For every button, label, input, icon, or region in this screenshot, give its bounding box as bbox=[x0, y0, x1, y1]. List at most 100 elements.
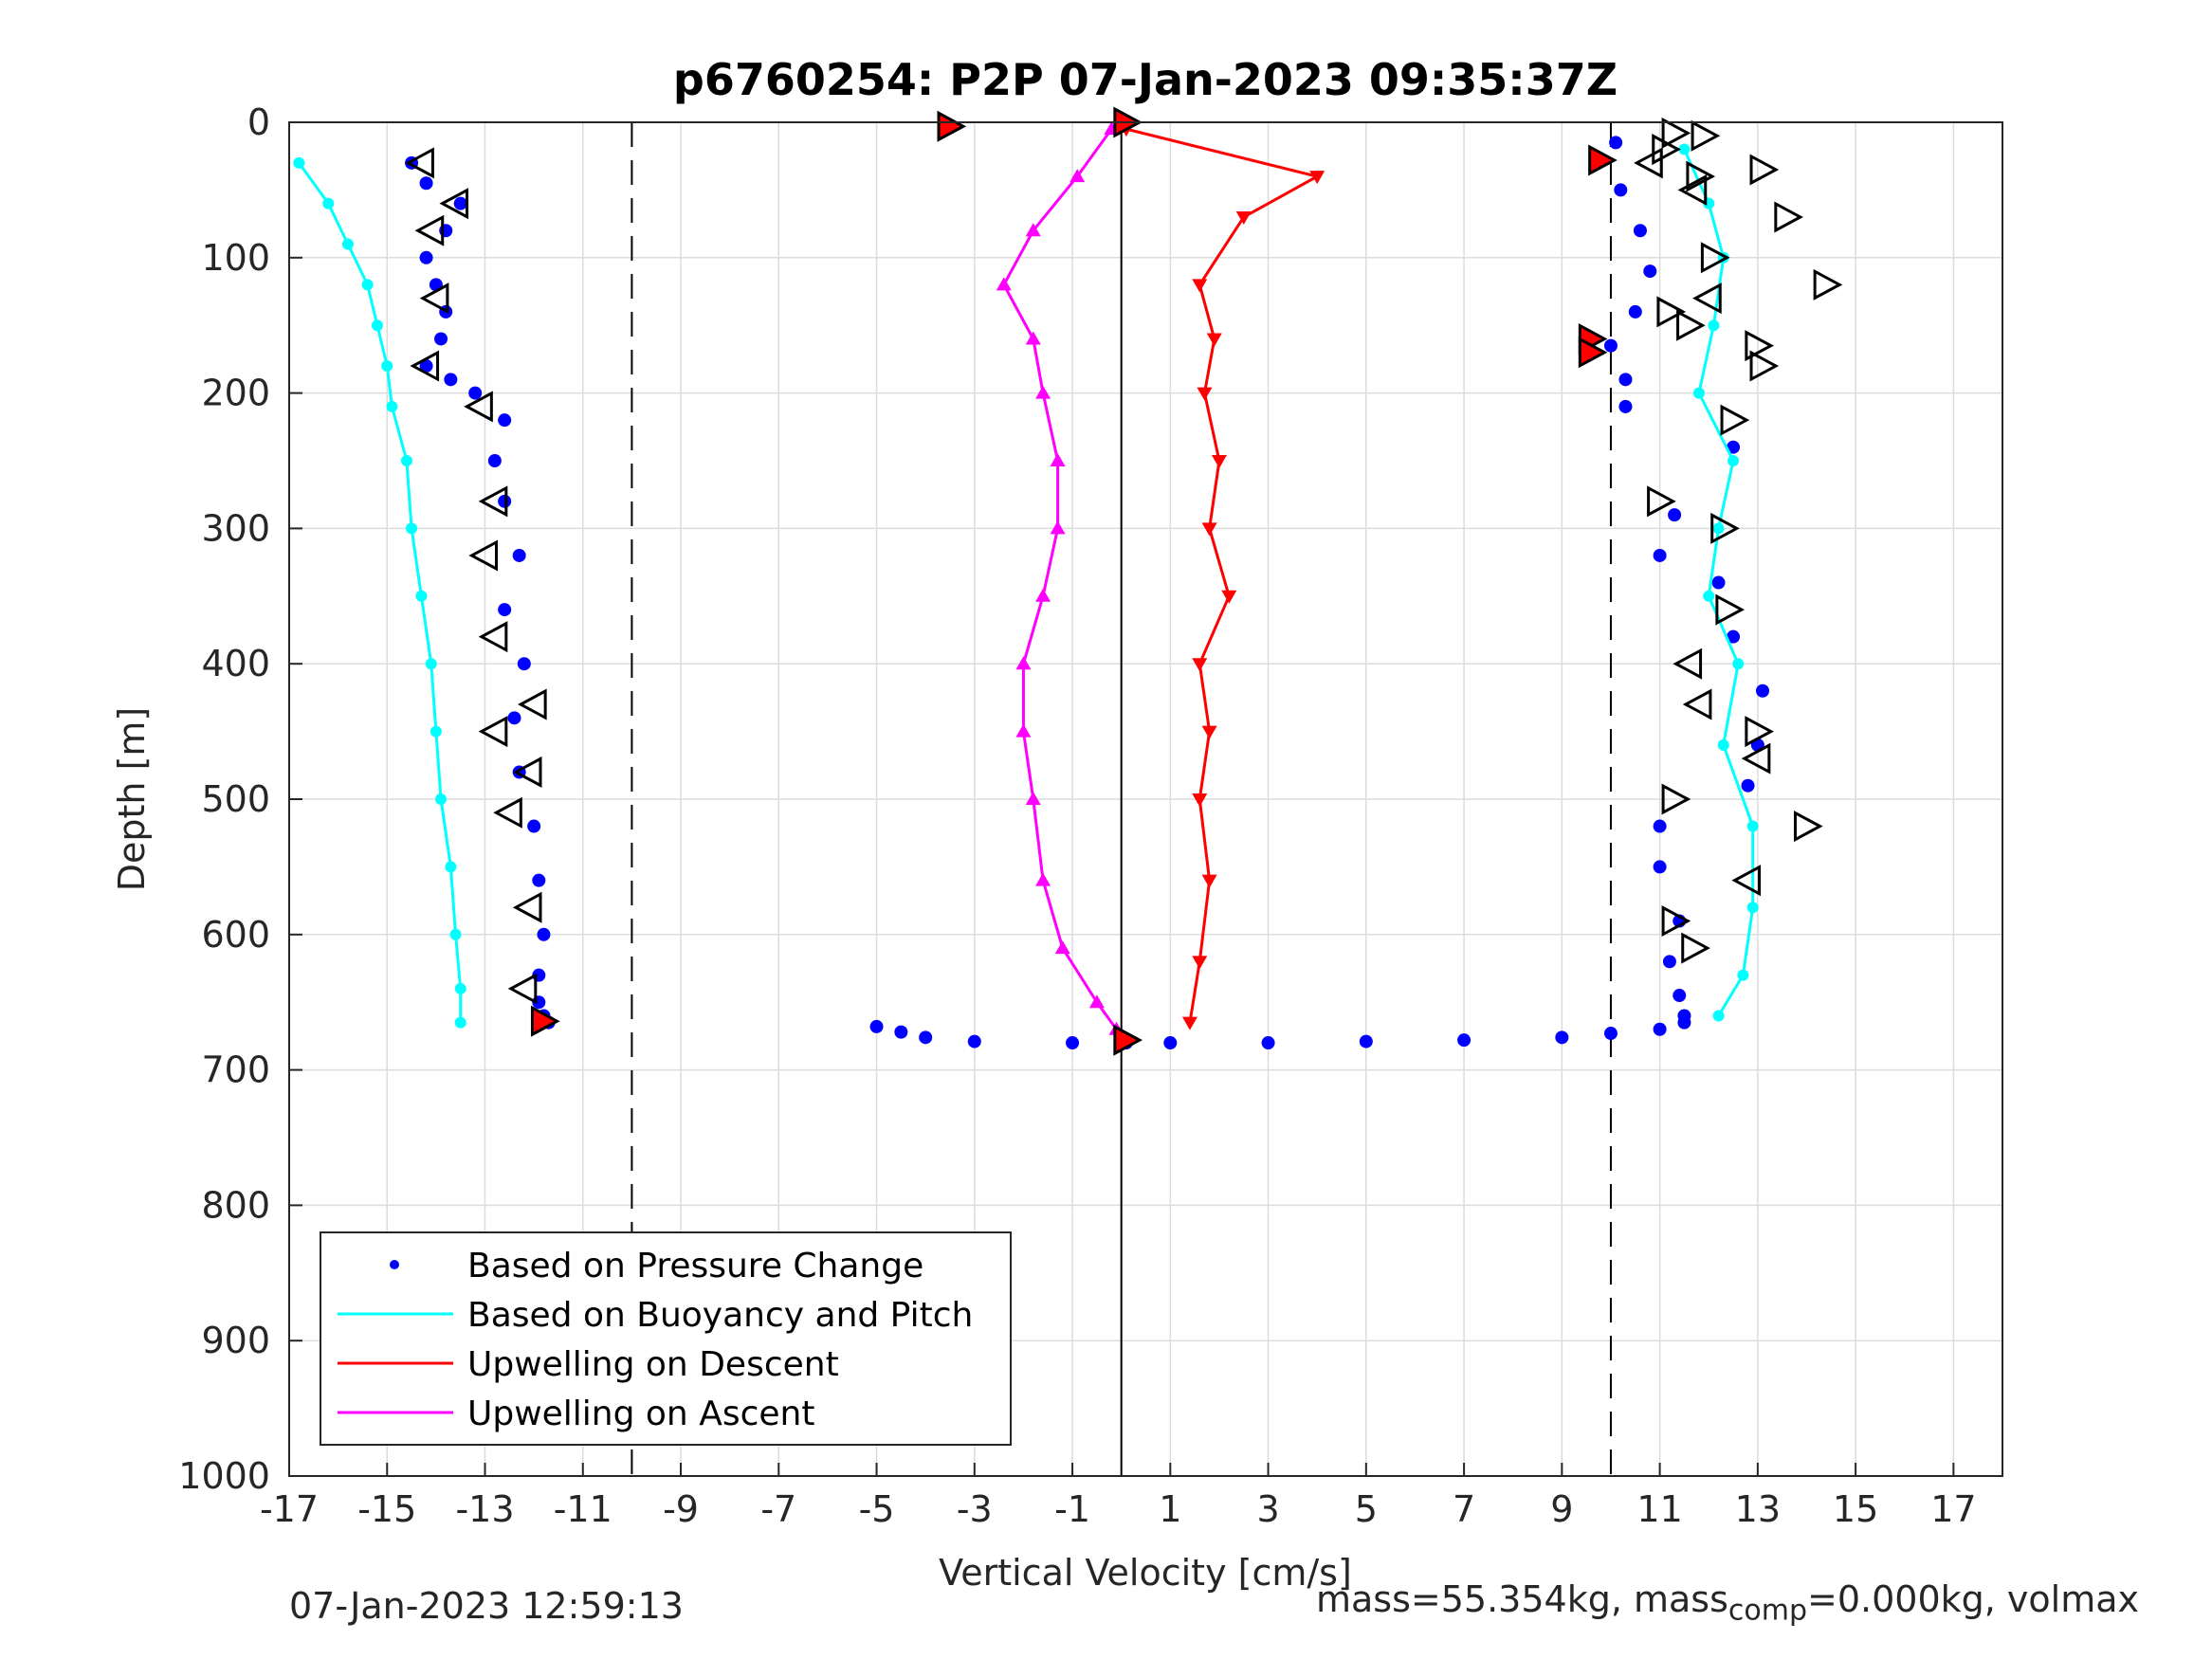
upwelling-on-ascent-point bbox=[1069, 169, 1086, 183]
triangle-left-marker bbox=[478, 485, 508, 518]
based-on-buoyancy-and-pitch-point bbox=[293, 156, 305, 169]
chart-title: p6760254: P2P 07-Jan-2023 09:35:37Z bbox=[673, 54, 1618, 105]
x-tick-label: 5 bbox=[1355, 1488, 1378, 1530]
based-on-buoyancy-and-pitch-point bbox=[341, 238, 354, 250]
upwelling-on-ascent-point bbox=[1054, 940, 1070, 955]
y-tick-label: 100 bbox=[201, 237, 270, 279]
footer-timestamp: 07-Jan-2023 12:59:13 bbox=[289, 1585, 684, 1627]
triangle-left-marker bbox=[493, 796, 522, 829]
y-tick-label: 0 bbox=[247, 101, 270, 143]
based-on-pressure-change-point bbox=[1163, 1036, 1178, 1050]
based-on-pressure-change-point bbox=[527, 819, 541, 833]
upwelling-on-descent-point bbox=[1235, 210, 1252, 225]
upwelling-on-descent-point bbox=[1201, 522, 1217, 537]
based-on-pressure-change-point bbox=[1653, 819, 1667, 833]
x-tick-label: -3 bbox=[957, 1488, 993, 1530]
upwelling-on-descent-point bbox=[1181, 1016, 1197, 1030]
upwelling-on-descent-point bbox=[1197, 387, 1213, 401]
triangle-left-marker bbox=[478, 621, 508, 653]
highlight-marker bbox=[1578, 337, 1608, 369]
based-on-buoyancy-and-pitch-point bbox=[1746, 902, 1759, 914]
x-tick-label: 9 bbox=[1550, 1488, 1573, 1530]
based-on-pressure-change-point bbox=[1668, 508, 1682, 522]
y-tick-label: 1000 bbox=[178, 1455, 270, 1497]
x-tick-label: -7 bbox=[760, 1488, 796, 1530]
based-on-pressure-change-point bbox=[537, 927, 551, 941]
based-on-buoyancy-and-pitch-point bbox=[406, 522, 418, 535]
upwelling-on-ascent-point bbox=[1035, 385, 1051, 399]
x-tick-label: 15 bbox=[1833, 1488, 1878, 1530]
based-on-pressure-change-point bbox=[1457, 1033, 1472, 1048]
upwelling-on-ascent-point bbox=[1035, 588, 1051, 602]
x-tick-label: 7 bbox=[1453, 1488, 1475, 1530]
based-on-pressure-change-point bbox=[419, 176, 433, 191]
based-on-pressure-change-point bbox=[1711, 575, 1726, 590]
upwelling-on-ascent-point bbox=[1025, 223, 1041, 237]
y-tick-label: 500 bbox=[201, 778, 270, 820]
based-on-pressure-change-point bbox=[1261, 1036, 1275, 1050]
based-on-buoyancy-and-pitch-point bbox=[454, 1016, 466, 1029]
based-on-buoyancy-and-pitch-point bbox=[1717, 738, 1729, 751]
based-on-buoyancy-and-pitch-point bbox=[381, 360, 393, 373]
based-on-pressure-change-point bbox=[517, 657, 531, 671]
legend-label: Based on Buoyancy and Pitch bbox=[467, 1296, 973, 1335]
based-on-buoyancy-and-pitch-point bbox=[1708, 319, 1720, 332]
based-on-pressure-change-point bbox=[507, 711, 521, 725]
triangle-right-marker bbox=[1720, 404, 1750, 436]
x-tick-label: -13 bbox=[455, 1488, 514, 1530]
triangle-left-marker bbox=[414, 214, 445, 246]
x-axis-label: Vertical Velocity [cm/s] bbox=[939, 1552, 1352, 1594]
footer-mass-suffix: =0.000kg, volmax bbox=[1807, 1578, 2140, 1620]
triangle-left-marker bbox=[517, 688, 547, 720]
based-on-pressure-change-point bbox=[1741, 778, 1755, 793]
triangle-right-marker bbox=[1661, 905, 1691, 938]
based-on-pressure-change-point bbox=[967, 1034, 981, 1048]
triangle-right-marker bbox=[1700, 242, 1730, 274]
based-on-buoyancy-and-pitch-point bbox=[400, 455, 412, 466]
triangle-left-marker bbox=[478, 716, 508, 748]
triangle-left-marker bbox=[1741, 742, 1771, 775]
x-tick-label: -1 bbox=[1054, 1488, 1090, 1530]
based-on-buoyancy-and-pitch-point bbox=[1712, 1010, 1725, 1022]
x-tick-label: 1 bbox=[1159, 1488, 1181, 1530]
upwelling-on-ascent-point bbox=[1088, 994, 1105, 1009]
upwelling-on-descent-point bbox=[1192, 279, 1208, 293]
upwelling-on-ascent-point bbox=[1050, 520, 1066, 535]
based-on-pressure-change-point bbox=[512, 548, 526, 562]
based-on-pressure-change-point bbox=[498, 413, 512, 428]
triangle-left-marker bbox=[468, 539, 499, 572]
based-on-buoyancy-and-pitch-point bbox=[322, 197, 335, 210]
x-tick-label: 13 bbox=[1735, 1488, 1781, 1530]
highlight-marker bbox=[1588, 144, 1618, 176]
upwelling-on-descent-point bbox=[1206, 333, 1222, 347]
based-on-buoyancy-and-pitch-point bbox=[371, 319, 383, 332]
based-on-pressure-change-point bbox=[419, 359, 433, 374]
plot-frame bbox=[288, 121, 2003, 1477]
x-tick-labels: -17 -15 -13 -11 -9 -7 -5 -3 -1 1 3 5 7 9 11 13 15 17 bbox=[260, 1488, 1977, 1530]
triangle-left-marker bbox=[1673, 647, 1703, 680]
based-on-pressure-change-point bbox=[894, 1025, 908, 1039]
triangle-left-marker bbox=[439, 188, 469, 220]
based-on-buoyancy-and-pitch-line bbox=[1683, 148, 1755, 1017]
based-on-pressure-change-point bbox=[869, 1019, 884, 1033]
based-on-pressure-change-point bbox=[1618, 373, 1633, 387]
based-on-buoyancy-and-pitch-point bbox=[361, 279, 374, 291]
triangle-right-marker bbox=[1715, 593, 1746, 626]
y-tick-label: 800 bbox=[201, 1184, 270, 1226]
x-tick-label: -17 bbox=[260, 1488, 319, 1530]
based-on-pressure-change-point bbox=[1677, 1015, 1691, 1030]
footer-mass-subscript: comp bbox=[1728, 1594, 1808, 1628]
triangle-left-marker bbox=[1677, 173, 1708, 206]
triangle-right-marker bbox=[1710, 512, 1740, 544]
based-on-buoyancy-and-pitch-point bbox=[454, 982, 466, 994]
based-on-pressure-change-point bbox=[1756, 684, 1770, 698]
highlight-marker bbox=[530, 1005, 560, 1037]
y-tick-label: 900 bbox=[201, 1320, 270, 1361]
y-tick-label: 600 bbox=[201, 914, 270, 956]
triangle-right-marker bbox=[1793, 811, 1823, 843]
highlight-marker bbox=[1113, 1024, 1143, 1056]
based-on-pressure-change-point bbox=[1359, 1034, 1373, 1048]
triangle-right-marker bbox=[1681, 932, 1710, 964]
based-on-pressure-change-point bbox=[1603, 338, 1618, 353]
x-tick-label: -5 bbox=[859, 1488, 895, 1530]
